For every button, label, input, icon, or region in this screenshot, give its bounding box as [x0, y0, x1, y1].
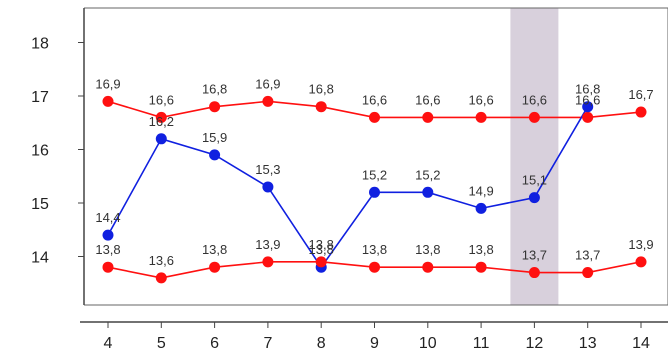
series-1-point — [582, 101, 594, 113]
series-2-data-label: 13,8 — [95, 242, 120, 257]
series-2-data-label: 13,8 — [362, 242, 387, 257]
series-1-data-label: 15,3 — [255, 162, 280, 177]
series-points-layer — [102, 95, 647, 284]
x-tick-label: 7 — [263, 335, 272, 352]
series-2-data-label: 13,8 — [468, 242, 493, 257]
series-2-point — [315, 256, 327, 268]
series-2-data-label: 13,9 — [628, 237, 653, 252]
series-1-data-label: 15,2 — [362, 167, 387, 182]
series-0-point — [582, 111, 594, 123]
series-0-point — [315, 101, 327, 113]
series-1-point — [475, 202, 487, 214]
series-2-data-label: 13,7 — [575, 248, 600, 263]
x-tick-label: 6 — [210, 335, 219, 352]
series-0-data-label: 16,8 — [309, 82, 334, 97]
series-0-data-label: 16,6 — [522, 92, 547, 107]
y-tick-label: 16 — [31, 143, 49, 160]
series-1-point — [262, 181, 274, 193]
x-tick-label: 5 — [157, 335, 166, 352]
x-tick-label: 12 — [526, 335, 544, 352]
series-1-point — [528, 192, 540, 204]
series-2-data-label: 13,9 — [255, 237, 280, 252]
series-0-point — [422, 111, 434, 123]
series-0-point — [635, 106, 647, 118]
series-0-point — [528, 111, 540, 123]
x-tick-label: 11 — [473, 335, 490, 352]
y-tick-label: 17 — [31, 89, 49, 106]
series-1-point — [209, 149, 221, 161]
highlight-band — [510, 8, 559, 305]
series-0-data-label: 16,8 — [202, 82, 227, 97]
plot-frame — [84, 7, 668, 306]
x-tick-label: 13 — [579, 335, 597, 352]
series-1-data-label: 16,8 — [575, 82, 600, 97]
series-1-data-label: 13,8 — [309, 242, 334, 257]
series-0-point — [209, 101, 221, 113]
series-0-point — [475, 111, 487, 123]
series-2-point — [209, 261, 221, 273]
series-2-data-label: 13,7 — [522, 248, 547, 263]
series-1-point — [369, 186, 380, 198]
x-tick-label: 9 — [370, 335, 379, 352]
series-0-data-label: 16,6 — [415, 92, 440, 107]
series-1-data-label: 16,2 — [149, 114, 174, 129]
series-1-line — [107, 106, 589, 269]
series-0-data-label: 16,9 — [95, 76, 120, 91]
series-0-data-label: 16,6 — [575, 92, 600, 107]
series-1-data-label: 14,9 — [468, 183, 493, 198]
series-2-point — [369, 261, 380, 273]
y-tick-label: 14 — [31, 250, 49, 267]
series-1-point — [155, 133, 167, 145]
series-2-data-label: 13,8 — [309, 237, 334, 252]
series-2-point — [262, 256, 274, 268]
highlight-band-layer — [510, 8, 559, 305]
series-2-data-label: 13,6 — [149, 253, 174, 268]
series-2-point — [155, 272, 167, 284]
series-0-point — [262, 95, 274, 107]
y-tick-label: 18 — [31, 36, 49, 53]
series-1-point — [102, 229, 114, 241]
series-1-data-label: 15,2 — [415, 167, 440, 182]
series-2-point — [528, 267, 540, 279]
series-2-point — [422, 261, 434, 273]
series-2-point — [582, 267, 594, 279]
series-0-data-label: 16,6 — [468, 92, 493, 107]
axis-layer: 14 15 16 17 18 4 5 6 7 8 9 10 11 12 13 14 — [31, 7, 668, 352]
x-tick-label: 4 — [104, 335, 113, 352]
series-0-point — [102, 95, 114, 107]
x-tick-label: 10 — [419, 335, 437, 352]
x-tick-label: 14 — [632, 335, 650, 352]
x-tick-label: 8 — [317, 335, 326, 352]
series-0-point — [155, 111, 167, 123]
series-1-data-label: 14,4 — [95, 210, 120, 225]
series-1-data-label: 15,9 — [202, 130, 227, 145]
series-0-data-label: 16,6 — [149, 92, 174, 107]
series-0-point — [369, 111, 380, 123]
series-2-point — [635, 256, 647, 268]
series-2-point — [102, 261, 114, 273]
series-2-data-label: 13,8 — [415, 242, 440, 257]
series-2-point — [475, 261, 487, 273]
data-labels-layer: 16,916,616,8 16,9 16,816,6 16,6 16,6 16,6 16,6… — [95, 76, 653, 268]
series-1-point — [422, 186, 434, 198]
series-0-data-label: 16,6 — [362, 92, 387, 107]
series-0-data-label: 16,7 — [628, 87, 653, 102]
y-tick-label: 15 — [31, 196, 49, 213]
series-1-data-label: 15,1 — [522, 173, 547, 188]
series-0-data-label: 16,9 — [255, 76, 280, 91]
series-2-data-label: 13,8 — [202, 242, 227, 257]
